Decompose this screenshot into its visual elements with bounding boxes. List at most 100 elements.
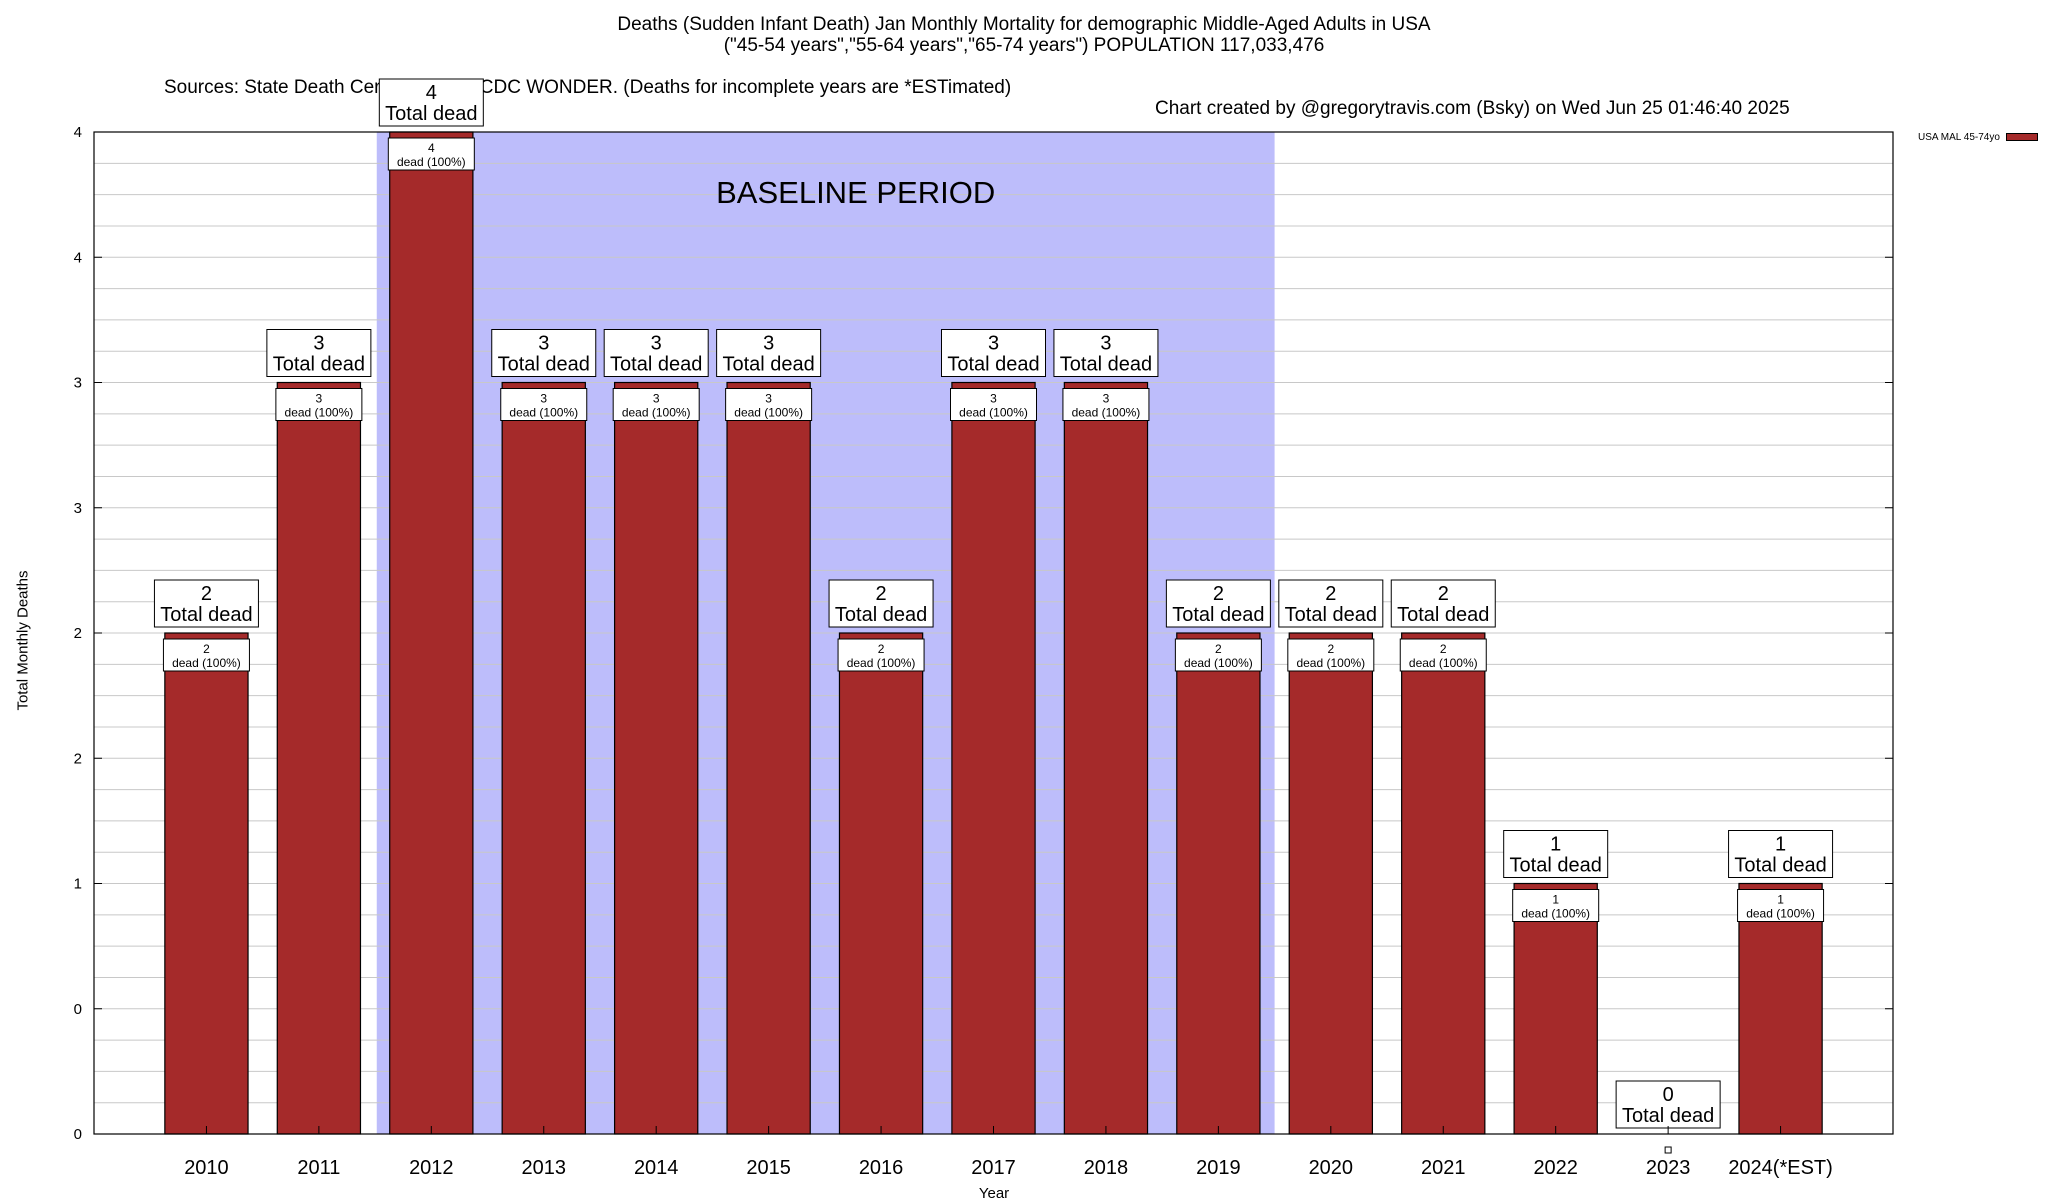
y-tick-label: 1 — [74, 876, 82, 893]
bar-inner-label-box — [162, 638, 250, 672]
bar-total-label-box — [603, 329, 709, 377]
y-tick-label: 2 — [74, 750, 82, 767]
bar-total-value: 2 — [1325, 583, 1336, 605]
bar — [1288, 632, 1374, 1135]
bar-inner-label-box — [275, 388, 363, 421]
bar-inner-label: dead (100%) — [172, 656, 241, 670]
bar-inner-label-box — [725, 388, 813, 421]
bar-inner-label: dead (100%) — [1072, 406, 1141, 420]
y-tick-label: 2 — [74, 625, 82, 642]
bar-total-label-box — [1165, 579, 1271, 628]
bar-total-value: 1 — [1775, 834, 1786, 856]
bar-total-value: 2 — [201, 583, 212, 605]
x-axis-label: Year — [978, 1185, 1010, 1202]
x-tick-label: 2016 — [859, 1157, 904, 1179]
bar-inner-label-box — [1399, 638, 1487, 672]
bar-total-label-box — [1278, 579, 1384, 628]
bar-total-label: Total dead — [273, 354, 365, 376]
bar-total-label-box — [491, 329, 597, 377]
chart-title: Deaths (Sudden Infant Death) Jan Monthly… — [617, 14, 1431, 35]
baseline-label: BASELINE PERIOD — [716, 175, 995, 210]
y-tick-label: 0 — [74, 1126, 82, 1143]
bar-total-value: 2 — [1438, 583, 1449, 605]
bar-total-value: 0 — [1663, 1084, 1674, 1106]
x-tick-label: 2015 — [746, 1157, 791, 1179]
y-axis-label: Total Monthly Deaths — [14, 570, 32, 711]
x-tick-label: 2020 — [1309, 1157, 1354, 1179]
bar-total-label-box — [1503, 830, 1609, 878]
bar-total-label-box — [716, 329, 822, 377]
bar-total-label: Total dead — [947, 354, 1039, 376]
bar-total-value: 3 — [988, 333, 999, 355]
bar — [1176, 632, 1261, 1135]
chart-titles: Deaths (Sudden Infant Death) Jan Monthly… — [0, 14, 2048, 56]
bar-inner-label: dead (100%) — [285, 406, 354, 420]
bar-total-label: Total dead — [1734, 855, 1826, 877]
bar-total-label-box — [378, 78, 484, 127]
bar — [838, 632, 924, 1135]
bar-total-label: Total dead — [1285, 604, 1377, 626]
bar-inner-label-box — [1737, 889, 1825, 922]
y-tick-label: 3 — [74, 375, 82, 392]
y-tick-label: 3 — [74, 500, 82, 517]
bar-total-value: 3 — [651, 333, 662, 355]
bar — [613, 381, 699, 1135]
bar-total-label: Total dead — [1510, 855, 1602, 877]
bar-total-label: Total dead — [385, 103, 477, 125]
bar-inner-value: 2 — [1215, 642, 1222, 656]
x-tick-label: 2017 — [971, 1157, 1016, 1179]
bar-inner-label: dead (100%) — [847, 656, 916, 670]
bar — [1401, 632, 1486, 1135]
bar-total-value: 1 — [1550, 834, 1561, 856]
bar-total-value: 3 — [1100, 333, 1111, 355]
bar-inner-label: dead (100%) — [622, 406, 691, 420]
bar-total-label-box — [1728, 830, 1834, 878]
chart-credit: Chart created by @gregorytravis.com (Bsk… — [1155, 98, 1790, 119]
bar — [951, 381, 1036, 1135]
bar-total-label: Total dead — [1172, 604, 1264, 626]
bar-inner-value: 1 — [1552, 893, 1559, 907]
bar-inner-value: 3 — [540, 392, 547, 406]
bar-total-label: Total dead — [610, 354, 702, 376]
legend-label: USA MAL 45-74yo — [1918, 132, 2000, 143]
bar-total-value: 3 — [763, 333, 774, 355]
bar — [501, 381, 586, 1135]
x-tick-label: 2019 — [1196, 1157, 1241, 1179]
bar-inner-label: dead (100%) — [509, 406, 578, 420]
bar-inner-value: 2 — [1327, 642, 1334, 656]
bar-inner-value: 3 — [1103, 392, 1110, 406]
bar — [276, 381, 362, 1135]
bar-inner-label-box — [387, 137, 475, 171]
bar-inner-label: dead (100%) — [397, 155, 466, 169]
bar — [1738, 882, 1823, 1135]
bar-inner-label: dead (100%) — [1409, 656, 1478, 670]
x-tick-label: 2024(*EST) — [1728, 1157, 1833, 1179]
bar-total-label: Total dead — [1622, 1105, 1714, 1127]
bar-total-label-box — [828, 579, 934, 628]
bar-inner-value: 2 — [203, 642, 210, 656]
bar-inner-value: 2 — [878, 642, 885, 656]
x-tick-label: 2023 — [1646, 1157, 1691, 1179]
bar-inner-label-box — [1287, 638, 1375, 672]
bar — [164, 632, 249, 1135]
bar-inner-label-box — [1174, 638, 1262, 672]
bar-total-label-box — [266, 329, 372, 377]
bar-total-label: Total dead — [1060, 354, 1152, 376]
x-tick-label: 2018 — [1084, 1157, 1129, 1179]
bar-total-value: 4 — [426, 82, 437, 104]
bar — [389, 131, 474, 1135]
bar-inner-label-box — [500, 388, 588, 421]
y-tick-label: 4 — [74, 124, 82, 141]
bar-total-value: 2 — [876, 583, 887, 605]
bar-inner-label-box — [837, 638, 925, 672]
bar-total-label-box — [941, 329, 1046, 377]
x-tick-label: 2010 — [184, 1157, 229, 1179]
bar-inner-label-box — [1062, 388, 1150, 421]
bar-total-label: Total dead — [722, 354, 814, 376]
bar-inner-label: dead (100%) — [1521, 907, 1590, 921]
x-tick-label: 2011 — [297, 1157, 340, 1179]
x-tick-label: 2013 — [522, 1157, 567, 1179]
plot-border — [93, 131, 1894, 1135]
bar-inner-label: dead (100%) — [1184, 656, 1253, 670]
